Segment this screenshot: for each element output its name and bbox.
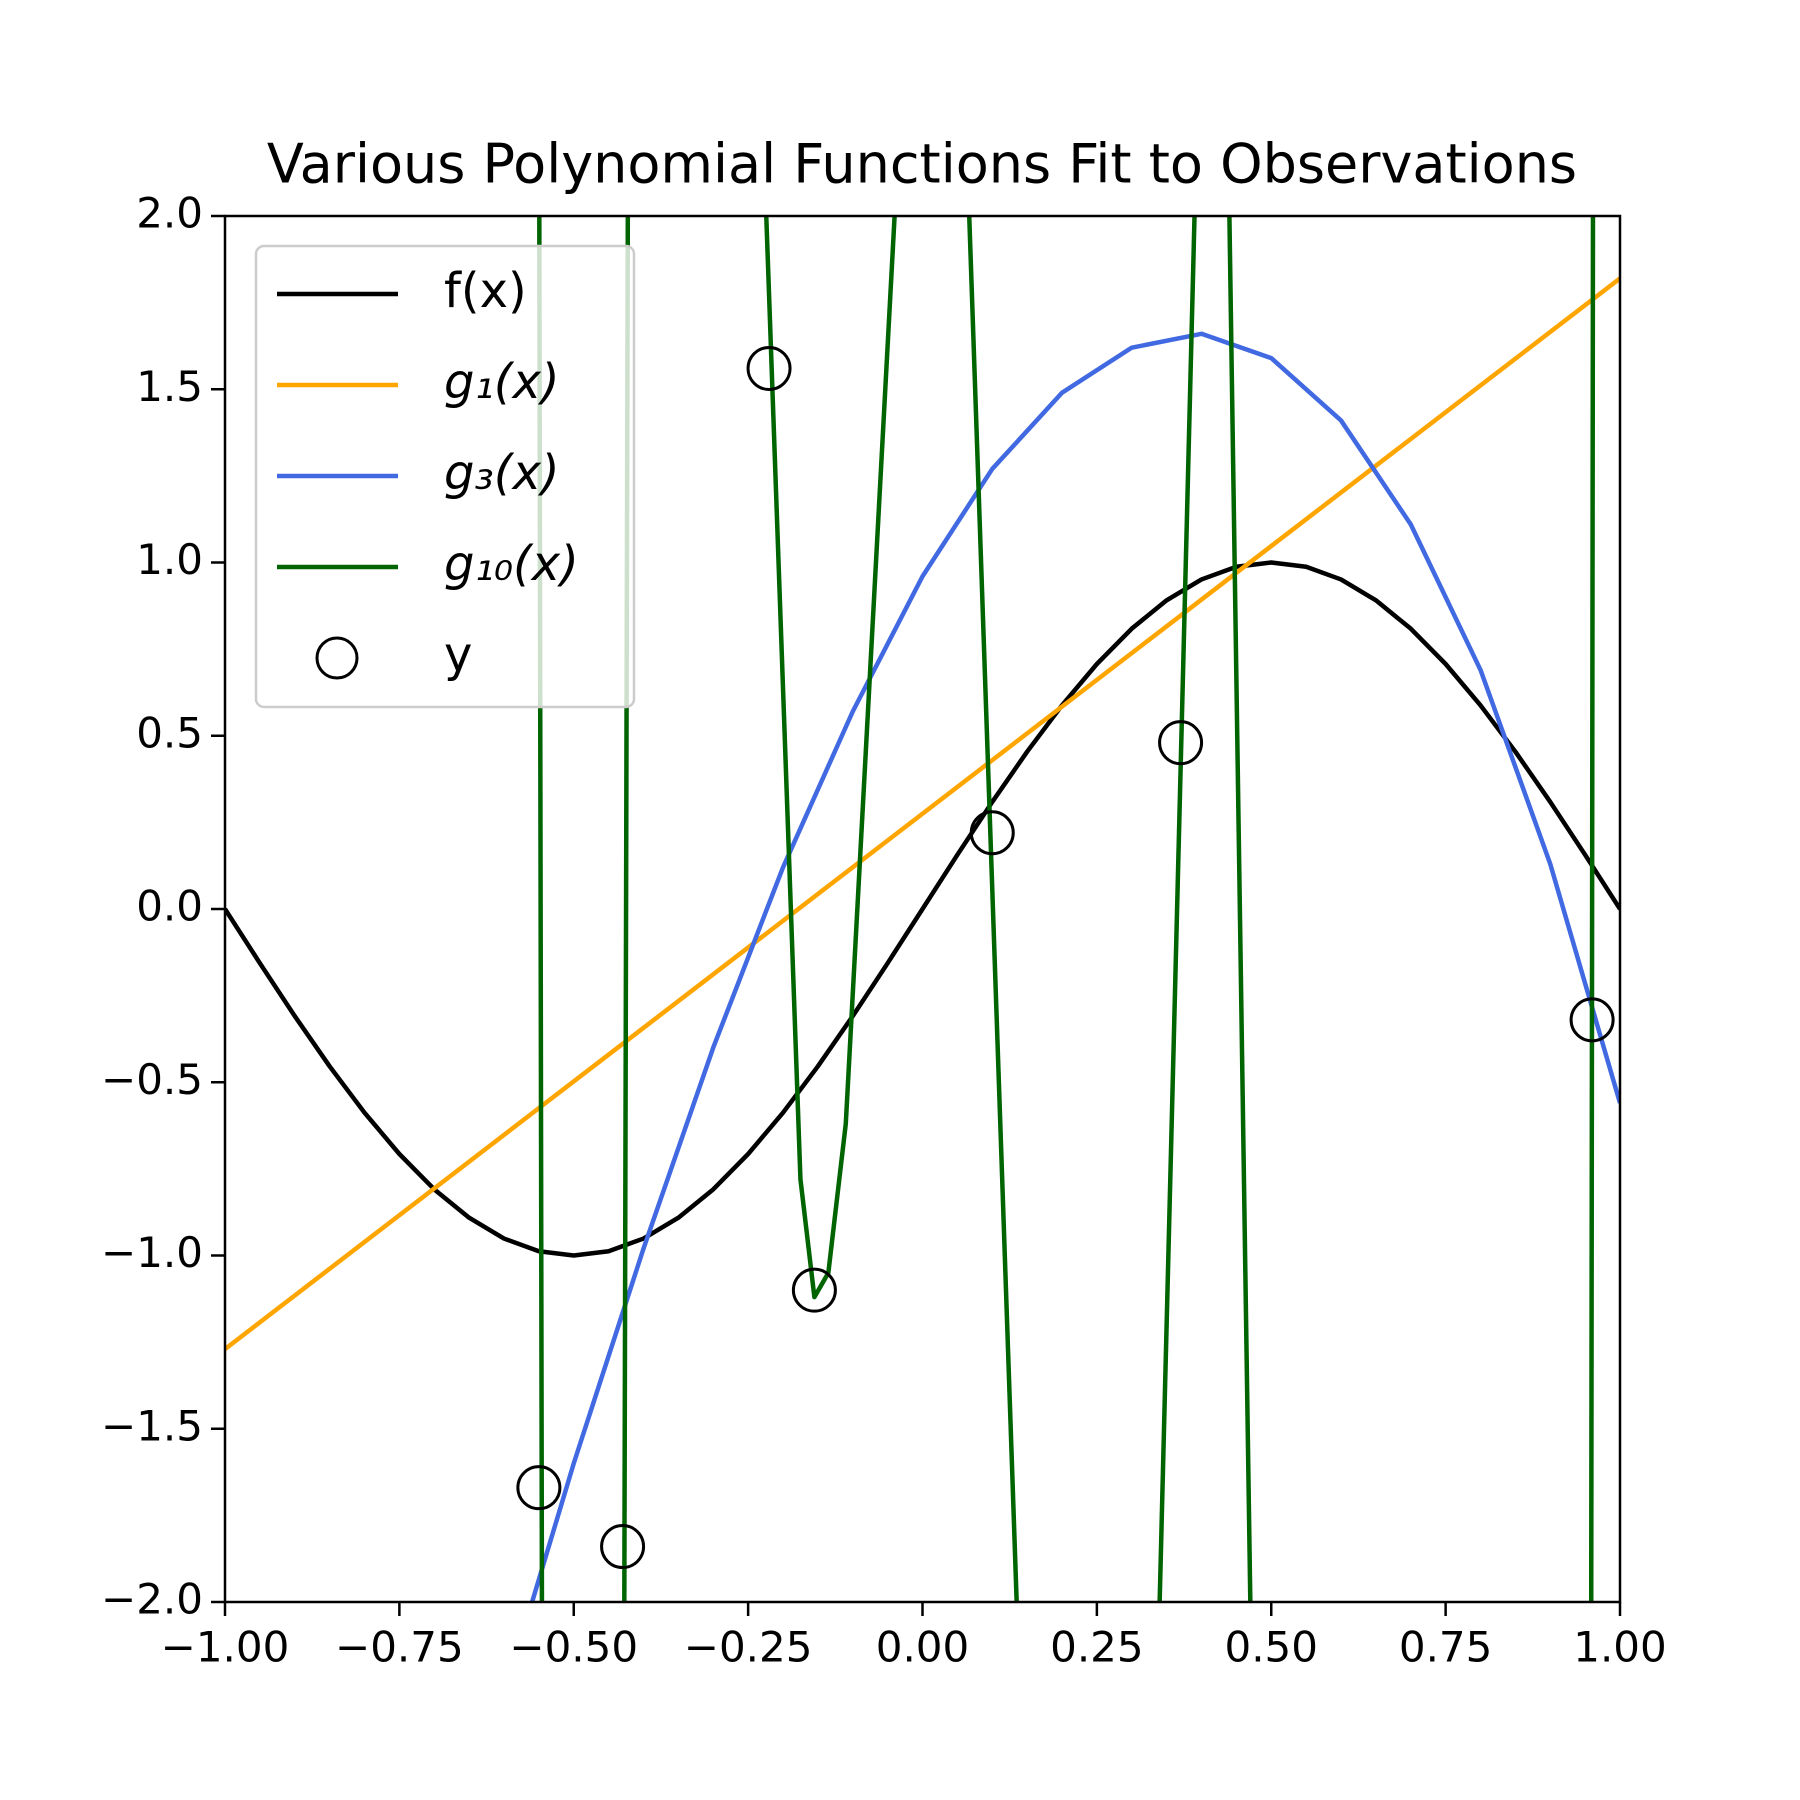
y-tick-label: 1.5 [136, 362, 203, 411]
plot-area [225, 216, 1620, 1602]
x-tick-label: 0.25 [1050, 1623, 1144, 1672]
y-tick-label: −1.5 [101, 1401, 203, 1450]
legend-label: y [444, 627, 472, 683]
observation-point [1158, 720, 1204, 766]
legend-label: g₁(x) [444, 354, 560, 410]
observation-point [791, 1267, 837, 1313]
legend-label: g₁₀(x) [444, 536, 579, 592]
observation-point [516, 1465, 562, 1511]
x-tick-label: −0.25 [684, 1623, 813, 1672]
axes: −1.00 −0.75 −0.50 −0.25 0.00 0.25 0.50 0.75 1.00… [101, 189, 1667, 1672]
series-line [225, 560, 1620, 1258]
series-line [537, 216, 1596, 1602]
y-tick-label: 0.5 [136, 708, 203, 757]
series-line [225, 276, 1620, 1351]
series-line [529, 331, 1620, 1602]
x-tick-label: 0.75 [1399, 1623, 1493, 1672]
y-tick-label: −0.5 [101, 1055, 203, 1104]
legend-label: f(x) [444, 263, 527, 319]
legend-box [254, 244, 636, 709]
y-tick-label: 1.0 [136, 535, 203, 584]
observation-point [746, 345, 792, 391]
legend-label: g₃(x) [444, 445, 560, 501]
y-tick-label: −1.0 [101, 1228, 203, 1277]
x-tick-label: −0.75 [335, 1623, 464, 1672]
legend: f(x) g₁(x) g₃(x) g₁₀(x) y [254, 244, 636, 709]
observation-point [969, 810, 1015, 856]
x-tick-label: 0.50 [1224, 1623, 1318, 1672]
legend-marker [315, 636, 359, 680]
x-tick-label: 0.00 [876, 1623, 970, 1672]
x-tick-label: −0.50 [509, 1623, 638, 1672]
x-tick-label: 1.00 [1573, 1623, 1667, 1672]
y-tick-label: −2.0 [101, 1575, 203, 1624]
y-tick-label: 2.0 [136, 189, 203, 238]
y-tick-label: 0.0 [136, 882, 203, 931]
chart-title: Various Polynomial Functions Fit to Obse… [267, 133, 1577, 196]
observation-point [1569, 997, 1615, 1043]
observation-point [600, 1524, 646, 1570]
x-tick-label: −1.00 [161, 1623, 290, 1672]
